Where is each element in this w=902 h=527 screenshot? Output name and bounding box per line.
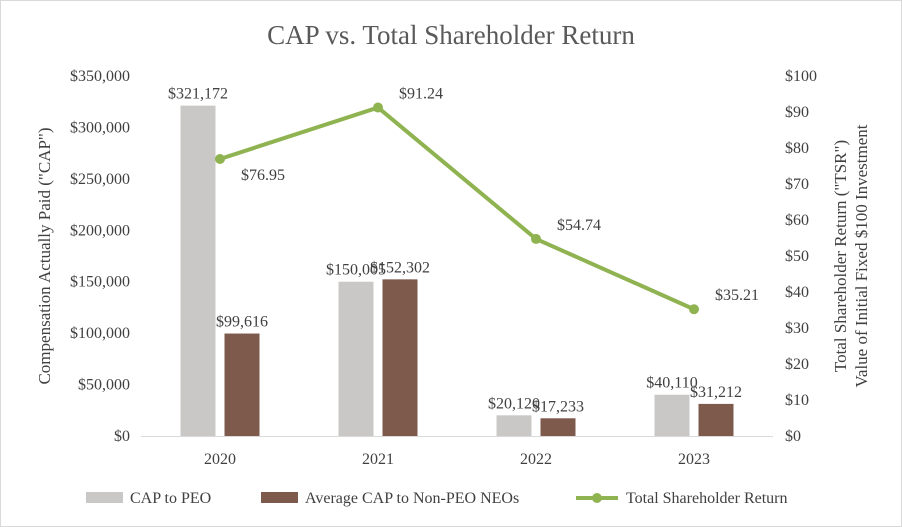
bar-cap-to-peo — [338, 281, 374, 436]
y-left-tick-label: $50,000 — [78, 377, 130, 394]
tsr-point — [689, 304, 699, 315]
bar-cap-to-peo — [654, 394, 690, 436]
data-label-cap-to-peo: $321,172 — [168, 86, 228, 103]
legend-label-average-cap-non-peo: Average CAP to Non-PEO NEOs — [305, 490, 519, 507]
y-right-tick-label: $80 — [785, 140, 809, 157]
y-right-tick-label: $10 — [785, 392, 809, 409]
y-right-tick-label: $0 — [785, 428, 801, 445]
y-right-tick-label: $50 — [785, 248, 809, 265]
bar-average-cap-non-peo — [540, 418, 576, 436]
tsr-line-layer — [215, 102, 699, 315]
y-left-axis-title: Compensation Actually Paid ("CAP") — [35, 127, 54, 384]
legend: CAP to PEO Average CAP to Non-PEO NEOs Tot… — [86, 490, 788, 507]
data-label-cap-to-peo: $20,120 — [488, 395, 540, 412]
bar-average-cap-non-peo — [224, 333, 260, 436]
data-label-tsr: $91.24 — [399, 86, 443, 103]
data-label-cap-to-peo: $40,110 — [646, 375, 697, 392]
data-label-average-cap-non-peo: $17,233 — [532, 398, 584, 415]
data-labels: $321,172 $99,616 $150,005$152,302 $20,120$1… — [168, 86, 759, 416]
y-right-tick-label: $100 — [785, 68, 817, 85]
y-left-tick-label: $250,000 — [70, 171, 130, 188]
tsr-point — [531, 233, 541, 244]
bars — [180, 105, 734, 436]
data-label-average-cap-non-peo: $152,302 — [370, 259, 430, 276]
y-left-tick-label: $350,000 — [70, 68, 130, 85]
x-tick-label: 2020 — [204, 451, 236, 468]
y-right-axis-title-line2: Value of Initial Fixed $100 Investment — [852, 124, 871, 387]
tsr-point — [373, 102, 383, 113]
y-left-tick-label: $0 — [114, 428, 130, 445]
y-right-axis-title-line1: Total Shareholder Return ("TSR") — [831, 140, 850, 372]
y-right-tick-label: $60 — [785, 212, 809, 229]
y-left-tick-label: $150,000 — [70, 274, 130, 291]
legend-label-cap-to-peo: CAP to PEO — [130, 490, 211, 507]
data-label-average-cap-non-peo: $31,212 — [690, 384, 742, 401]
y-right-tick-label: $70 — [785, 176, 809, 193]
x-tick-label: 2022 — [520, 451, 552, 468]
axes: $0 $50,000 $100,000 $150,000 $200,000 $250,00… — [35, 68, 871, 468]
y-right-tick-label: $90 — [785, 104, 809, 121]
bar-cap-to-peo — [180, 105, 216, 436]
legend-swatch-average-cap-non-peo — [261, 492, 298, 503]
bar-cap-to-peo — [496, 415, 532, 436]
x-tick-label: 2021 — [362, 451, 394, 468]
legend-label-tsr: Total Shareholder Return — [626, 490, 788, 507]
bar-average-cap-non-peo — [698, 403, 734, 436]
chart-title: CAP vs. Total Shareholder Return — [267, 20, 635, 50]
data-label-tsr: $54.74 — [557, 217, 601, 234]
data-label-tsr: $35.21 — [715, 287, 759, 304]
bar-average-cap-non-peo — [382, 279, 418, 436]
data-label-cap-to-peo: $150,005 — [326, 262, 386, 279]
y-right-tick-label: $20 — [785, 356, 809, 373]
data-label-average-cap-non-peo: $99,616 — [216, 314, 268, 331]
legend-swatch-cap-to-peo — [86, 492, 123, 503]
x-tick-label: 2023 — [678, 451, 710, 468]
y-left-tick-label: $200,000 — [70, 222, 130, 239]
legend-swatch-tsr-marker — [592, 493, 602, 503]
data-label-tsr: $76.95 — [241, 167, 285, 184]
y-left-tick-label: $300,000 — [70, 119, 130, 136]
y-left-tick-label: $100,000 — [70, 325, 130, 342]
tsr-line — [218, 105, 696, 312]
y-right-tick-label: $30 — [785, 320, 809, 337]
tsr-point — [215, 153, 225, 164]
y-right-tick-label: $40 — [785, 284, 809, 301]
